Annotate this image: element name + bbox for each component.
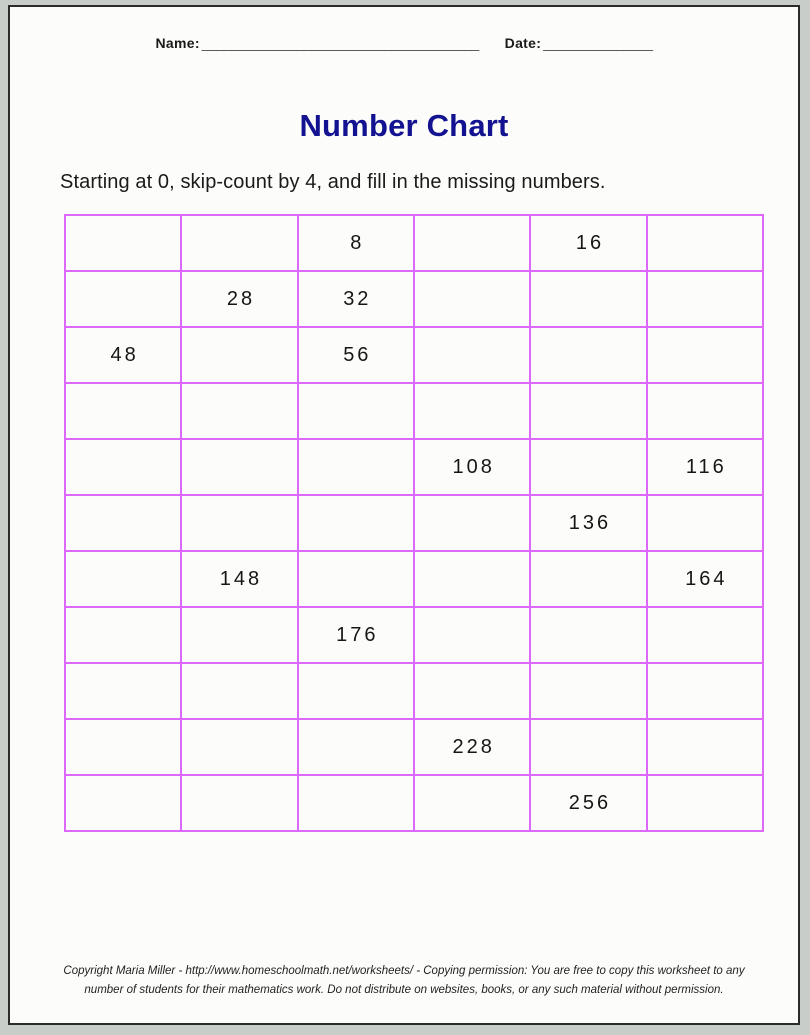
number-cell-filled: 28 <box>180 270 299 328</box>
footer-line-1: Copyright Maria Miller - http://www.home… <box>63 965 745 977</box>
footer-copyright: Copyright Maria Miller - http://www.home… <box>10 962 798 1000</box>
number-cell-blank[interactable] <box>296 718 415 776</box>
number-cell-blank[interactable] <box>63 774 183 832</box>
number-chart-row: 176 <box>63 606 765 664</box>
number-cell-blank[interactable] <box>180 718 299 776</box>
number-cell-blank[interactable] <box>645 606 765 664</box>
number-cell-filled: 48 <box>63 326 183 384</box>
number-cell-blank[interactable] <box>63 438 183 496</box>
number-cell-blank[interactable] <box>63 718 183 776</box>
number-cell-blank[interactable] <box>645 270 765 328</box>
number-cell-blank[interactable] <box>296 550 415 608</box>
instruction-text: Starting at 0, skip-count by 4, and fill… <box>60 171 606 193</box>
number-chart-row: 8 16 <box>63 214 765 272</box>
number-cell-blank[interactable] <box>645 494 765 552</box>
number-cell-blank[interactable] <box>63 382 183 440</box>
number-chart-row <box>63 382 765 440</box>
number-cell-blank[interactable] <box>180 662 299 720</box>
number-cell-filled: 256 <box>529 774 648 832</box>
number-cell-filled: 164 <box>645 550 765 608</box>
number-cell-filled: 108 <box>412 438 532 496</box>
number-cell-blank[interactable] <box>412 326 532 384</box>
number-cell-filled: 148 <box>180 550 299 608</box>
number-cell-blank[interactable] <box>412 214 532 272</box>
number-cell-filled: 8 <box>296 214 415 272</box>
number-cell-blank[interactable] <box>645 774 765 832</box>
number-cell-blank[interactable] <box>180 214 299 272</box>
number-cell-filled: 228 <box>412 718 532 776</box>
number-cell-blank[interactable] <box>63 662 183 720</box>
number-cell-filled: 136 <box>529 494 648 552</box>
number-cell-blank[interactable] <box>645 718 765 776</box>
number-cell-blank[interactable] <box>180 774 299 832</box>
number-cell-blank[interactable] <box>296 438 415 496</box>
number-cell-blank[interactable] <box>529 718 648 776</box>
number-cell-blank[interactable] <box>645 662 765 720</box>
number-cell-blank[interactable] <box>529 270 648 328</box>
name-write-line[interactable]: ______________________________________ <box>201 35 479 51</box>
number-cell-blank[interactable] <box>645 382 765 440</box>
number-cell-blank[interactable] <box>63 270 183 328</box>
number-chart-row: 256 <box>63 774 765 832</box>
number-cell-blank[interactable] <box>412 550 532 608</box>
name-date-line: Name: ___________________________________… <box>10 35 798 51</box>
number-cell-blank[interactable] <box>296 662 415 720</box>
number-cell-blank[interactable] <box>296 774 415 832</box>
date-label: Date: <box>504 35 542 51</box>
number-cell-blank[interactable] <box>63 606 183 664</box>
number-cell-blank[interactable] <box>412 662 532 720</box>
number-cell-blank[interactable] <box>412 494 532 552</box>
number-cell-blank[interactable] <box>645 214 765 272</box>
number-cell-filled: 116 <box>645 438 765 496</box>
number-cell-blank[interactable] <box>529 326 648 384</box>
number-cell-blank[interactable] <box>296 382 415 440</box>
number-chart-row: 108 116 <box>63 438 765 496</box>
number-cell-filled: 176 <box>296 606 415 664</box>
number-cell-blank[interactable] <box>180 382 299 440</box>
number-chart-row: 48 56 <box>63 326 765 384</box>
number-cell-filled: 56 <box>296 326 415 384</box>
number-chart-table: 8 16 28 32 48 56 108 116 136 148 164 176 228 256 <box>63 214 765 832</box>
number-cell-filled: 16 <box>529 214 648 272</box>
number-chart-row <box>63 662 765 720</box>
number-chart-row: 148 164 <box>63 550 765 608</box>
number-chart-body: 8 16 28 32 48 56 108 116 136 148 164 176 228 256 <box>63 214 765 832</box>
number-cell-filled: 32 <box>296 270 415 328</box>
number-cell-blank[interactable] <box>63 550 183 608</box>
number-chart-container: 8 16 28 32 48 56 108 116 136 148 164 176 228 256 <box>63 214 765 832</box>
page-title: Number Chart <box>299 108 509 143</box>
number-cell-blank[interactable] <box>180 326 299 384</box>
number-cell-blank[interactable] <box>412 774 532 832</box>
date-write-line[interactable]: _______________ <box>543 35 653 51</box>
number-cell-blank[interactable] <box>529 382 648 440</box>
number-cell-blank[interactable] <box>529 606 648 664</box>
number-cell-blank[interactable] <box>529 438 648 496</box>
number-cell-blank[interactable] <box>296 494 415 552</box>
number-cell-blank[interactable] <box>412 606 532 664</box>
number-cell-blank[interactable] <box>63 494 183 552</box>
number-cell-blank[interactable] <box>412 270 532 328</box>
worksheet-page: Name: ___________________________________… <box>8 5 800 1025</box>
number-chart-row: 28 32 <box>63 270 765 328</box>
number-chart-row: 228 <box>63 718 765 776</box>
number-cell-blank[interactable] <box>63 214 183 272</box>
footer-line-2: number of students for their mathematics… <box>84 984 724 996</box>
name-label: Name: <box>155 35 200 51</box>
number-cell-blank[interactable] <box>180 606 299 664</box>
number-chart-row: 136 <box>63 494 765 552</box>
number-cell-blank[interactable] <box>645 326 765 384</box>
number-cell-blank[interactable] <box>180 438 299 496</box>
number-cell-blank[interactable] <box>529 550 648 608</box>
number-cell-blank[interactable] <box>412 382 532 440</box>
number-cell-blank[interactable] <box>529 662 648 720</box>
number-cell-blank[interactable] <box>180 494 299 552</box>
